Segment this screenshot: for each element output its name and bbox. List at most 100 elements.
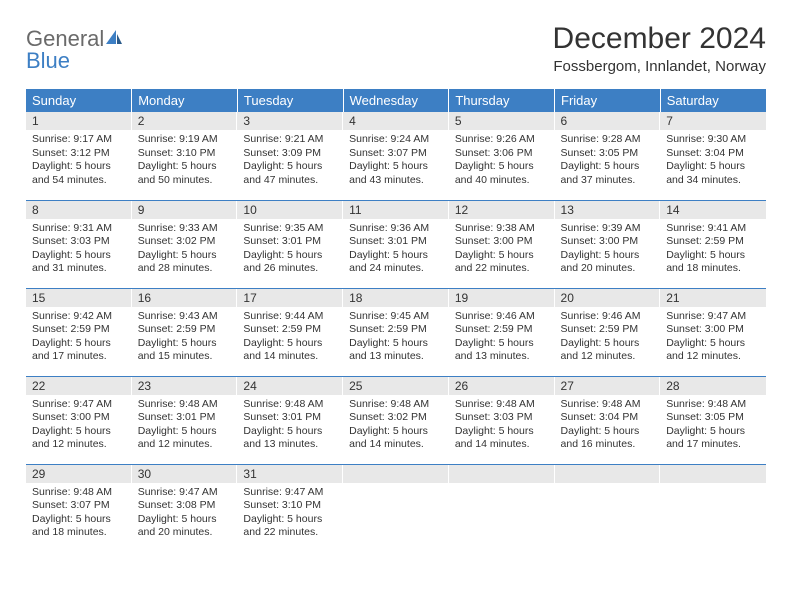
day-details: Sunrise: 9:31 AMSunset: 3:03 PMDaylight:… <box>26 219 132 281</box>
day-number: 10 <box>237 201 343 219</box>
sunset-text: Sunset: 2:59 PM <box>666 235 760 249</box>
sunset-text: Sunset: 3:04 PM <box>666 147 760 161</box>
day-number: 24 <box>237 377 343 395</box>
daylight-line1: Daylight: 5 hours <box>138 160 232 174</box>
calendar-day-cell: 26Sunrise: 9:48 AMSunset: 3:03 PMDayligh… <box>449 376 555 464</box>
day-details: Sunrise: 9:41 AMSunset: 2:59 PMDaylight:… <box>660 219 766 281</box>
sunrise-text: Sunrise: 9:48 AM <box>349 398 443 412</box>
sunset-text: Sunset: 2:59 PM <box>32 323 126 337</box>
daylight-line2: and 34 minutes. <box>666 174 760 188</box>
page-header: GeneralBlue December 2024 Fossbergom, In… <box>26 22 766 75</box>
daylight-line1: Daylight: 5 hours <box>455 337 549 351</box>
sunrise-text: Sunrise: 9:39 AM <box>561 222 655 236</box>
day-number: 17 <box>237 289 343 307</box>
day-number: 15 <box>26 289 132 307</box>
daylight-line1: Daylight: 5 hours <box>666 160 760 174</box>
daylight-line2: and 26 minutes. <box>243 262 337 276</box>
day-number: 30 <box>132 465 238 483</box>
sunset-text: Sunset: 3:12 PM <box>32 147 126 161</box>
day-number: 23 <box>132 377 238 395</box>
day-number: 26 <box>449 377 555 395</box>
day-number: 2 <box>132 112 238 130</box>
day-number: 31 <box>237 465 343 483</box>
calendar-day-cell: 23Sunrise: 9:48 AMSunset: 3:01 PMDayligh… <box>132 376 238 464</box>
sunset-text: Sunset: 3:08 PM <box>138 499 232 513</box>
day-number <box>555 465 661 483</box>
sunset-text: Sunset: 2:59 PM <box>455 323 549 337</box>
calendar-day-cell <box>660 464 766 552</box>
daylight-line2: and 50 minutes. <box>138 174 232 188</box>
calendar-day-cell: 25Sunrise: 9:48 AMSunset: 3:02 PMDayligh… <box>343 376 449 464</box>
location-subtitle: Fossbergom, Innlandet, Norway <box>553 58 766 75</box>
calendar-day-cell: 24Sunrise: 9:48 AMSunset: 3:01 PMDayligh… <box>237 376 343 464</box>
daylight-line2: and 12 minutes. <box>138 438 232 452</box>
calendar-day-cell: 2Sunrise: 9:19 AMSunset: 3:10 PMDaylight… <box>132 112 238 200</box>
daylight-line2: and 13 minutes. <box>349 350 443 364</box>
daylight-line1: Daylight: 5 hours <box>666 425 760 439</box>
brand-part2: Blue <box>26 48 70 73</box>
sunset-text: Sunset: 3:06 PM <box>455 147 549 161</box>
calendar-day-cell: 31Sunrise: 9:47 AMSunset: 3:10 PMDayligh… <box>237 464 343 552</box>
day-number: 5 <box>449 112 555 130</box>
daylight-line1: Daylight: 5 hours <box>349 160 443 174</box>
weekday-header: Monday <box>132 89 238 112</box>
sunrise-text: Sunrise: 9:46 AM <box>561 310 655 324</box>
calendar-day-cell: 30Sunrise: 9:47 AMSunset: 3:08 PMDayligh… <box>132 464 238 552</box>
day-details: Sunrise: 9:48 AMSunset: 3:02 PMDaylight:… <box>343 395 449 457</box>
daylight-line2: and 40 minutes. <box>455 174 549 188</box>
day-number: 7 <box>660 112 766 130</box>
day-number: 1 <box>26 112 132 130</box>
day-details: Sunrise: 9:17 AMSunset: 3:12 PMDaylight:… <box>26 130 132 192</box>
sunset-text: Sunset: 3:02 PM <box>138 235 232 249</box>
day-details: Sunrise: 9:26 AMSunset: 3:06 PMDaylight:… <box>449 130 555 192</box>
sunset-text: Sunset: 3:04 PM <box>561 411 655 425</box>
page-title: December 2024 <box>553 22 766 56</box>
day-details: Sunrise: 9:24 AMSunset: 3:07 PMDaylight:… <box>343 130 449 192</box>
sunset-text: Sunset: 3:02 PM <box>349 411 443 425</box>
calendar-day-cell: 11Sunrise: 9:36 AMSunset: 3:01 PMDayligh… <box>343 200 449 288</box>
daylight-line1: Daylight: 5 hours <box>455 160 549 174</box>
daylight-line1: Daylight: 5 hours <box>243 513 337 527</box>
sunset-text: Sunset: 3:01 PM <box>138 411 232 425</box>
day-details: Sunrise: 9:39 AMSunset: 3:00 PMDaylight:… <box>555 219 661 281</box>
daylight-line1: Daylight: 5 hours <box>666 337 760 351</box>
daylight-line2: and 17 minutes. <box>32 350 126 364</box>
day-number: 4 <box>343 112 449 130</box>
sunrise-text: Sunrise: 9:35 AM <box>243 222 337 236</box>
sunrise-text: Sunrise: 9:47 AM <box>666 310 760 324</box>
day-number: 3 <box>237 112 343 130</box>
daylight-line2: and 37 minutes. <box>561 174 655 188</box>
day-number: 9 <box>132 201 238 219</box>
sunset-text: Sunset: 3:10 PM <box>138 147 232 161</box>
sunrise-text: Sunrise: 9:24 AM <box>349 133 443 147</box>
daylight-line2: and 14 minutes. <box>243 350 337 364</box>
day-details: Sunrise: 9:43 AMSunset: 2:59 PMDaylight:… <box>132 307 238 369</box>
calendar-day-cell: 17Sunrise: 9:44 AMSunset: 2:59 PMDayligh… <box>237 288 343 376</box>
daylight-line1: Daylight: 5 hours <box>455 425 549 439</box>
sunset-text: Sunset: 3:00 PM <box>455 235 549 249</box>
daylight-line2: and 18 minutes. <box>666 262 760 276</box>
daylight-line1: Daylight: 5 hours <box>138 249 232 263</box>
sunset-text: Sunset: 3:03 PM <box>32 235 126 249</box>
daylight-line1: Daylight: 5 hours <box>32 425 126 439</box>
weekday-header: Thursday <box>449 89 555 112</box>
calendar-day-cell <box>555 464 661 552</box>
sunrise-text: Sunrise: 9:46 AM <box>455 310 549 324</box>
calendar-day-cell <box>449 464 555 552</box>
day-details: Sunrise: 9:42 AMSunset: 2:59 PMDaylight:… <box>26 307 132 369</box>
day-details: Sunrise: 9:48 AMSunset: 3:05 PMDaylight:… <box>660 395 766 457</box>
daylight-line2: and 31 minutes. <box>32 262 126 276</box>
daylight-line2: and 54 minutes. <box>32 174 126 188</box>
sunrise-text: Sunrise: 9:48 AM <box>243 398 337 412</box>
sunset-text: Sunset: 3:07 PM <box>349 147 443 161</box>
sunrise-text: Sunrise: 9:36 AM <box>349 222 443 236</box>
daylight-line1: Daylight: 5 hours <box>561 337 655 351</box>
daylight-line2: and 24 minutes. <box>349 262 443 276</box>
calendar-day-cell: 1Sunrise: 9:17 AMSunset: 3:12 PMDaylight… <box>26 112 132 200</box>
day-number: 11 <box>343 201 449 219</box>
day-details: Sunrise: 9:46 AMSunset: 2:59 PMDaylight:… <box>555 307 661 369</box>
daylight-line1: Daylight: 5 hours <box>32 249 126 263</box>
sunset-text: Sunset: 2:59 PM <box>349 323 443 337</box>
day-number <box>660 465 766 483</box>
calendar-day-cell: 6Sunrise: 9:28 AMSunset: 3:05 PMDaylight… <box>555 112 661 200</box>
